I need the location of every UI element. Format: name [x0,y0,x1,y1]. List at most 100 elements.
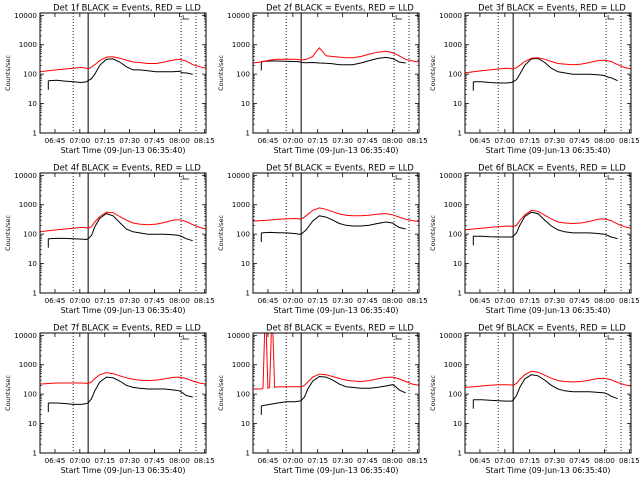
x-tick-label: 07:45 [357,136,378,145]
x-tick-label: 07:15 [519,136,540,145]
y-tick-label: 100 [236,230,250,239]
panel-title: Det 6f BLACK = Events, RED = LLD [478,163,626,173]
interval-bracket-mark [607,335,615,340]
x-tick-label: 07:15 [94,296,115,305]
x-tick-label: 07:00 [282,296,303,305]
x-tick-label: 08:15 [407,296,428,305]
y-tick-label: 10000 [227,11,250,20]
x-axis-label: Start Time (09-Jun-13 06:35:40) [274,306,399,315]
x-tick-label: 07:30 [544,136,565,145]
panel-title: Det 5f BLACK = Events, RED = LLD [266,163,414,173]
x-tick-label: 07:45 [144,296,165,305]
x-axis-label: Start Time (09-Jun-13 06:35:40) [486,466,611,475]
y-tick-label: 10000 [227,331,250,340]
y-axis-label: Counts/sec [4,215,12,251]
lld-series-line [464,209,632,231]
panel-6: Det 6f BLACK = Events, RED = LLD Counts/s… [429,163,640,316]
x-tick-label: 08:00 [169,296,190,305]
x-tick-label: 07:30 [119,456,140,465]
interval-bracket-mark [607,15,615,20]
plot-frame [252,12,420,134]
plot-frame [252,332,420,454]
events-series-line [261,375,406,407]
panel-7: Det 7f BLACK = Events, RED = LLD Counts/s… [4,323,215,476]
y-tick-label: 10000 [227,171,250,180]
y-tick-label: 10000 [14,171,37,180]
y-tick-label: 10000 [14,331,37,340]
x-tick-label: 07:45 [357,296,378,305]
y-tick-label: 1000 [444,40,463,49]
y-tick-label: 100 [448,390,462,399]
x-tick-label: 08:15 [407,456,428,465]
x-tick-label: 07:30 [544,296,565,305]
x-axis-label: Start Time (09-Jun-13 06:35:40) [274,146,399,155]
interval-bracket-mark [395,175,403,180]
x-axis-label: Start Time (09-Jun-13 06:35:40) [486,146,611,155]
interval-bracket-mark [395,15,403,20]
y-tick-label: 1 [32,289,37,298]
y-tick-label: 1 [245,129,250,138]
x-tick-label: 06:45 [45,296,66,305]
x-tick-label: 07:15 [519,296,540,305]
x-axis-label: Start Time (09-Jun-13 06:35:40) [274,466,399,475]
x-tick-label: 07:30 [332,296,353,305]
panel-9: Det 9f BLACK = Events, RED = LLD Counts/s… [429,323,640,476]
panel-3: Det 3f BLACK = Events, RED = LLD Counts/s… [429,3,640,156]
y-tick-label: 100 [448,70,462,79]
x-tick-label: 06:45 [258,296,279,305]
y-tick-label: 1 [245,449,250,458]
y-tick-label: 10000 [14,11,37,20]
x-tick-label: 07:00 [69,296,90,305]
y-tick-label: 10 [28,419,38,428]
panel-1: Det 1f BLACK = Events, RED = LLD Counts/s… [4,3,215,156]
y-tick-label: 100 [236,390,250,399]
y-tick-label: 100 [23,390,37,399]
panel-8: Det 8f BLACK = Events, RED = LLD Counts/s… [217,323,428,476]
lld-series-line [253,332,420,390]
x-tick-label: 08:00 [382,136,403,145]
x-tick-label: 07:45 [569,136,590,145]
x-tick-label: 08:00 [594,296,615,305]
x-tick-label: 08:15 [619,296,640,305]
x-axis-label: Start Time (09-Jun-13 06:35:40) [61,466,186,475]
y-tick-label: 10 [241,419,251,428]
x-tick-label: 07:30 [119,296,140,305]
y-tick-label: 100 [23,70,37,79]
x-tick-label: 07:00 [494,456,515,465]
y-tick-label: 1000 [232,40,251,49]
x-tick-label: 06:45 [258,136,279,145]
panel-title: Det 2f BLACK = Events, RED = LLD [266,3,414,13]
panel-4: Det 4f BLACK = Events, RED = LLD Counts/s… [4,163,215,316]
x-tick-label: 08:15 [194,456,215,465]
y-axis-label: Counts/sec [429,215,437,251]
lld-series-line [39,56,207,73]
x-tick-label: 06:45 [45,456,66,465]
x-tick-label: 07:30 [332,136,353,145]
y-tick-label: 10 [28,99,38,108]
x-tick-label: 08:00 [594,136,615,145]
panel-5: Det 5f BLACK = Events, RED = LLD Counts/s… [217,163,428,316]
x-tick-label: 07:15 [94,136,115,145]
y-axis-label: Counts/sec [429,375,437,411]
events-series-line [48,213,193,242]
events-series-line [473,211,618,240]
x-tick-label: 07:15 [307,136,328,145]
x-tick-label: 07:30 [544,456,565,465]
x-tick-label: 07:00 [282,136,303,145]
y-tick-label: 1000 [19,40,38,49]
events-series-line [473,57,618,84]
events-series-line [48,58,193,84]
x-tick-label: 06:45 [470,136,491,145]
x-tick-label: 06:45 [258,456,279,465]
y-tick-label: 1000 [444,360,463,369]
x-tick-label: 07:45 [569,456,590,465]
y-tick-label: 10000 [439,331,462,340]
x-tick-label: 08:00 [382,296,403,305]
y-axis-label: Counts/sec [429,55,437,91]
y-tick-label: 1000 [232,200,251,209]
panel-title: Det 9f BLACK = Events, RED = LLD [478,323,626,333]
plot-frame [39,172,207,294]
panel-title: Det 3f BLACK = Events, RED = LLD [478,3,626,13]
plot-frame [39,332,207,454]
